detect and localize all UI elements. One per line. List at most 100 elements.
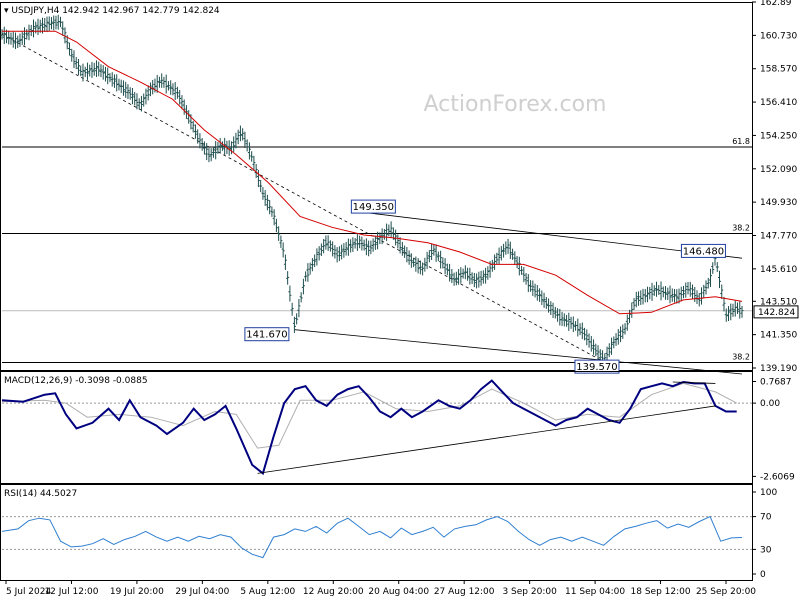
price-bar	[389, 221, 393, 239]
price-bar	[286, 271, 290, 285]
price-bar	[722, 296, 726, 312]
price-bar	[371, 238, 375, 252]
watermark: ActionForex.com	[424, 92, 607, 117]
price-bar	[243, 131, 247, 148]
price-bar	[20, 31, 24, 45]
price-bar	[252, 155, 256, 172]
price-bar	[277, 226, 281, 241]
price-bar	[472, 273, 476, 288]
time-tick-label: 5 Jul 2024	[6, 587, 51, 597]
price-bar	[594, 343, 598, 357]
price-bar	[142, 93, 146, 107]
price-bar	[567, 312, 571, 331]
price-bar	[101, 65, 105, 80]
price-bar	[400, 241, 404, 256]
price-bar	[457, 269, 461, 285]
price-bar	[117, 78, 121, 91]
price-tick-label: 162.89	[760, 0, 792, 8]
price-bar	[292, 316, 296, 334]
price-bar	[259, 179, 263, 193]
price-bar	[639, 290, 643, 305]
price-bar	[576, 318, 580, 337]
price-bar	[238, 125, 242, 142]
price-bar	[99, 64, 103, 78]
price-bar	[256, 169, 260, 188]
price-bar	[531, 280, 535, 297]
price-bar	[11, 31, 15, 48]
price-bar	[535, 285, 539, 301]
price-tick-label: 147.770	[760, 231, 797, 241]
price-bar	[81, 63, 85, 82]
price-bar	[610, 337, 614, 355]
price-bar	[299, 292, 303, 303]
price-bar	[351, 237, 355, 252]
price-bar	[378, 232, 382, 245]
price-bar	[139, 95, 143, 112]
time-tick-label: 25 Sep 20:00	[696, 587, 756, 597]
price-bar	[52, 15, 56, 31]
price-bar	[272, 209, 276, 226]
price-bar	[695, 290, 699, 304]
fib-level-label: 38.2	[732, 352, 750, 361]
price-bar	[385, 223, 389, 242]
price-bar	[317, 246, 321, 261]
price-bar	[547, 298, 551, 313]
price-bar	[522, 267, 526, 283]
price-bar	[79, 65, 83, 77]
price-bar	[596, 345, 600, 361]
price-bar	[508, 241, 512, 259]
price-bar	[263, 190, 267, 206]
price-bar	[421, 262, 425, 276]
price-bar	[691, 284, 695, 300]
price-bar	[441, 257, 445, 269]
price-bar	[232, 136, 236, 152]
price-bar	[362, 239, 366, 251]
price-bar	[306, 263, 310, 282]
price-panel: ActionForex.com ▾ USDJPY,H4 142.942 142.9…	[0, 0, 799, 375]
macd-trend-line	[672, 381, 716, 384]
price-bar	[324, 235, 328, 250]
price-bar	[711, 262, 715, 274]
price-bar	[250, 151, 254, 162]
price-bar	[659, 281, 663, 301]
price-bar	[47, 16, 51, 31]
price-bar	[470, 272, 474, 284]
price-bar	[448, 263, 452, 282]
price-bar	[630, 302, 634, 318]
price-tick-label: 156.410	[760, 98, 797, 108]
price-bar	[234, 132, 238, 149]
price-bar	[151, 79, 155, 95]
rsi-panel-frame	[0, 484, 753, 581]
price-annotation-box	[574, 359, 620, 374]
price-bar	[506, 238, 510, 254]
price-bar	[409, 253, 413, 268]
price-bar	[693, 286, 697, 303]
price-bar	[540, 290, 544, 305]
price-bar	[490, 259, 494, 272]
price-bar	[459, 267, 463, 284]
price-bar	[670, 288, 674, 302]
price-bar	[562, 313, 566, 327]
price-bar	[49, 17, 53, 30]
rsi-tick-label: 100	[760, 488, 777, 498]
price-bar	[727, 306, 731, 322]
price-bar	[326, 235, 330, 251]
price-bar	[353, 238, 357, 249]
price-bar	[340, 244, 344, 260]
price-bar	[646, 286, 650, 303]
price-bar	[565, 314, 569, 327]
price-bar	[223, 137, 227, 156]
price-bar	[553, 306, 557, 319]
time-tick-label: 18 Sep 12:00	[631, 587, 691, 597]
price-bar	[382, 228, 386, 240]
price-bar	[724, 308, 728, 322]
price-bar	[686, 281, 690, 295]
price-bar	[733, 300, 737, 317]
price-bar	[148, 82, 152, 97]
price-bar	[427, 250, 431, 263]
price-bar	[9, 32, 13, 45]
price-tick-label: 152.090	[760, 165, 797, 175]
macd-signal-line	[1, 382, 737, 449]
price-bar	[304, 271, 308, 282]
price-tick-label: 158.570	[760, 65, 797, 75]
